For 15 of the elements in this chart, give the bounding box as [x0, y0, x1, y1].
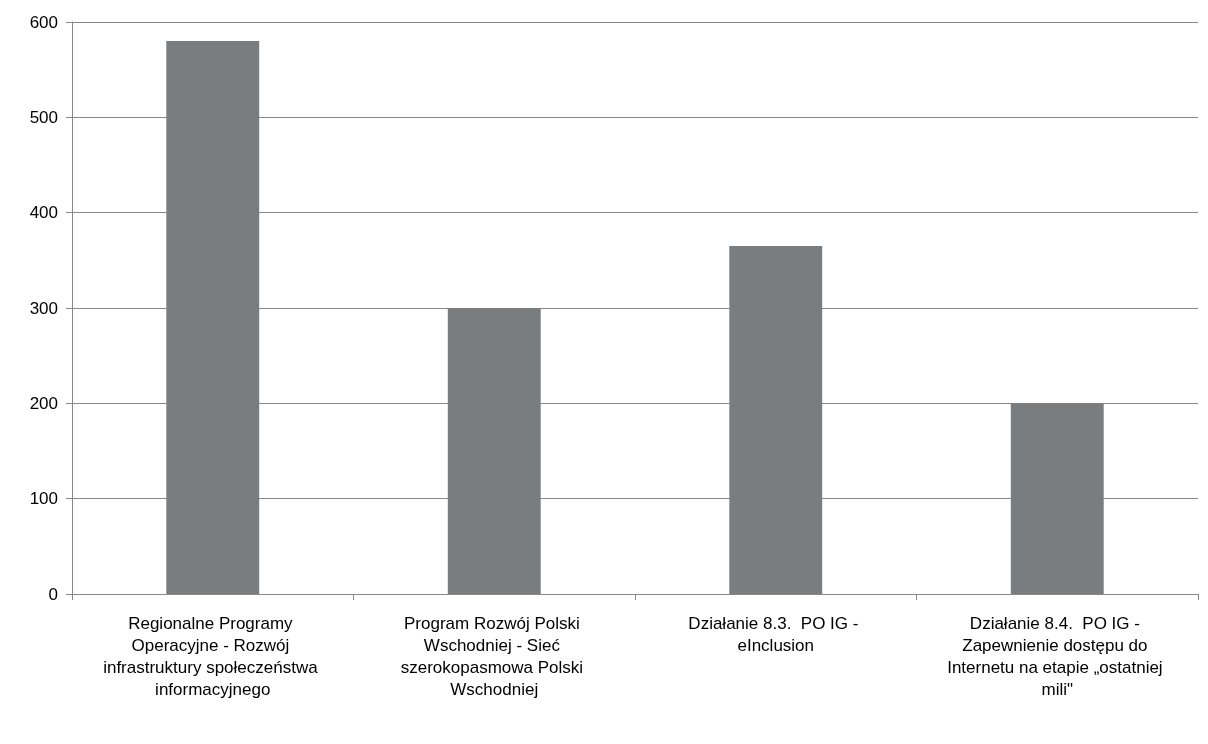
y-tick-label: 300 [29, 298, 58, 318]
y-tick-label: 100 [29, 489, 58, 509]
y-tick-label: 600 [29, 12, 58, 32]
bar [1010, 403, 1104, 594]
bar [166, 41, 260, 594]
x-tick-label: Program Rozwój Polski Wschodniej - Sieć szerokopasmowa Polski Wschodniej [400, 613, 588, 699]
y-tick-label: 0 [48, 584, 58, 604]
x-tick-label: Regionalne Programy Operacyjne - Rozwój infrastruktury społeczeństwa informacyjnego [103, 613, 323, 699]
x-tick-label: Działanie 8.3. PO IG - eInclusion [688, 613, 864, 655]
y-tick-label: 500 [29, 107, 58, 127]
y-tick-label: 400 [29, 203, 58, 223]
x-tick-label: Działanie 8.4. PO IG - Zapewnienie dostępu do Internetu na etapie „ostatniej mili" [947, 613, 1168, 699]
bar [729, 246, 823, 594]
bar [447, 308, 541, 594]
y-tick-label: 200 [29, 393, 58, 413]
